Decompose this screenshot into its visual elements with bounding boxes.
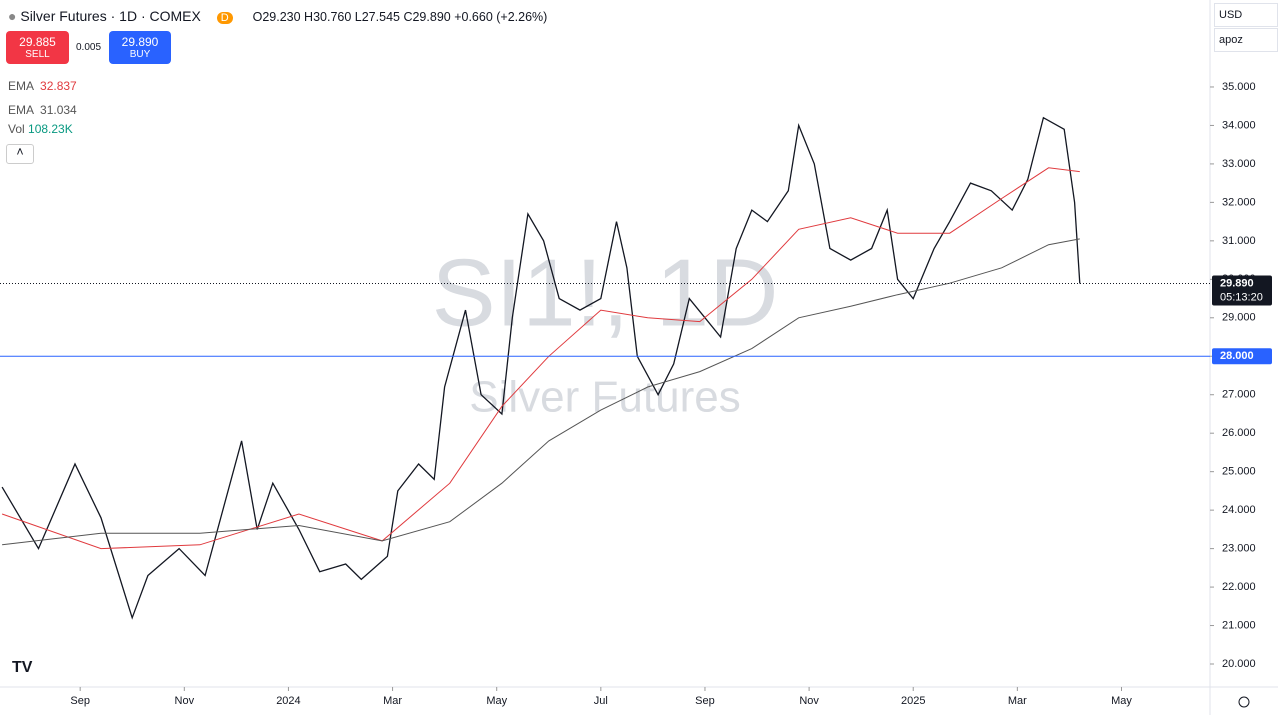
level-label: 28.000 <box>1220 350 1254 362</box>
sell-label: SELL <box>25 49 50 60</box>
sell-button[interactable]: 29.885 SELL <box>6 31 69 64</box>
price-line <box>1 116 1081 620</box>
y-tick-label: 32.000 <box>1222 196 1256 208</box>
o-label: O <box>252 10 263 24</box>
watermark-ticker: SI1!, 1D <box>432 239 779 346</box>
ema-line <box>1 167 1080 550</box>
y-tick-label: 23.000 <box>1222 543 1256 555</box>
scale-mode[interactable]: apoz <box>1214 28 1278 52</box>
legend-name: EMA <box>8 79 35 93</box>
countdown: 05:13:20 <box>1220 291 1263 303</box>
legend-value: 32.837 <box>40 79 77 93</box>
y-tick-label: 21.000 <box>1222 619 1256 631</box>
h-label: H <box>304 10 314 24</box>
collapse-button[interactable]: ˄ <box>6 144 34 164</box>
x-tick-label: May <box>486 695 507 707</box>
level-box <box>1212 348 1272 365</box>
x-tick-label: Sep <box>70 695 90 707</box>
buy-price: 29.890 <box>121 35 159 49</box>
x-tick-label: 2025 <box>901 695 925 707</box>
legend-item: EMA 31.034 <box>8 98 77 122</box>
y-tick-label: 26.000 <box>1222 427 1256 439</box>
vol-value: 108.23K <box>28 122 73 136</box>
y-tick-label: 29.000 <box>1222 312 1256 324</box>
x-tick-label: Nov <box>175 695 195 707</box>
y-tick-label: 34.000 <box>1222 119 1256 131</box>
settings-icon[interactable] <box>1238 696 1250 708</box>
h: 30.760 <box>313 10 352 24</box>
l: 27.545 <box>361 10 400 24</box>
x-tick-label: Mar <box>1008 695 1027 707</box>
level-label: 29.890 <box>1220 277 1254 289</box>
currency[interactable]: USD <box>1214 3 1278 27</box>
spread: 0.005 <box>76 42 102 53</box>
ohlc: O29.230 H30.760 L27.545 C29.890 +0.660 (… <box>253 10 548 24</box>
x-tick-label: May <box>1111 695 1132 707</box>
y-tick-label: 33.000 <box>1222 158 1256 170</box>
ema-line <box>2 238 1080 546</box>
badge: D <box>216 12 233 24</box>
y-tick-label: 22.000 <box>1222 581 1256 593</box>
symbol: ● Silver Futures · 1D · COMEX D O29.230 … <box>8 8 548 24</box>
y-tick-label: 25.000 <box>1222 466 1256 478</box>
x-tick-label: Jul <box>594 695 608 707</box>
sell-price: 29.885 <box>19 35 56 49</box>
x-tick-label: Sep <box>695 695 715 707</box>
buy-button[interactable]: 29.890 BUY <box>109 31 171 64</box>
level-box <box>1212 275 1272 306</box>
c: 29.890 <box>412 10 451 24</box>
logo: TV <box>12 659 33 676</box>
y-tick-label: 24.000 <box>1222 504 1256 516</box>
legend-value: 31.034 <box>40 103 77 117</box>
c-label: C <box>403 10 413 24</box>
x-tick-label: Mar <box>383 695 402 707</box>
o: 29.230 <box>262 10 301 24</box>
l-label: L <box>354 10 362 24</box>
y-tick-label: 31.000 <box>1222 235 1256 247</box>
vol-label: Vol <box>8 122 25 136</box>
symbol-title: Silver Futures · 1D · COMEX <box>20 8 201 24</box>
x-tick-label: Nov <box>799 695 819 707</box>
y-tick-label: 27.000 <box>1222 389 1256 401</box>
legend-name: EMA <box>8 103 35 117</box>
buy-label: BUY <box>129 49 151 60</box>
legend-item: EMA 32.837 <box>8 74 77 98</box>
change: +0.660 (+2.26%) <box>454 10 548 24</box>
watermark-name: Silver Futures <box>469 373 740 422</box>
x-tick-label: 2024 <box>276 695 300 707</box>
y-tick-label: 20.000 <box>1222 658 1256 670</box>
vol-legend: Vol 108.23K <box>8 122 73 136</box>
legend: EMA 32.837 EMA 31.034 <box>8 74 77 122</box>
y-tick-label: 35.000 <box>1222 81 1256 93</box>
